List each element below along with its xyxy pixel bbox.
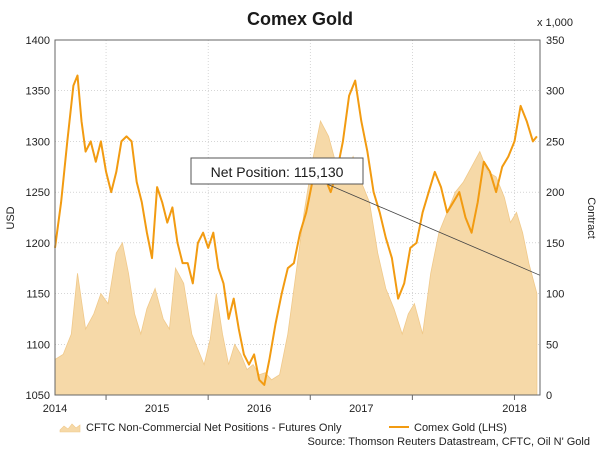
left-tick-label: 1350	[26, 86, 50, 98]
legend-label-net-positions: CFTC Non-Commercial Net Positions - Futu…	[86, 422, 342, 434]
x-tick-label: 2015	[145, 403, 169, 415]
left-axis-ticks: 1050 1100 1150 1200 1250 1300 1350 1400	[26, 35, 50, 402]
net-positions-area-layer	[54, 119, 538, 396]
plot-frame	[54, 39, 541, 396]
right-tick-label: 100	[546, 289, 564, 301]
right-tick-label: 0	[546, 390, 552, 402]
legend-label-comex-gold: Comex Gold (LHS)	[414, 422, 507, 434]
x-axis-ticks: 2014 2015 2016 2017 2018	[43, 395, 527, 415]
trendline-layer	[310, 176, 541, 276]
x-tick-label: 2017	[349, 403, 373, 415]
legend-item-net-positions: CFTC Non-Commercial Net Positions - Futu…	[59, 422, 342, 434]
right-axis-label: Contract	[585, 197, 597, 239]
legend-swatch-net-positions	[59, 423, 81, 433]
trendline	[310, 176, 541, 276]
right-axis-unit: x 1,000	[537, 17, 573, 29]
chart-title: Comex Gold	[247, 9, 353, 29]
left-tick-label: 1050	[26, 390, 50, 402]
x-tick-label: 2016	[247, 403, 271, 415]
series-area-net-positions	[54, 119, 538, 396]
series-line-comex-gold	[54, 74, 538, 386]
annotation-box: Net Position: 115,130	[190, 157, 364, 185]
right-tick-label: 350	[546, 35, 564, 47]
right-tick-label: 300	[546, 86, 564, 98]
left-tick-label: 1300	[26, 136, 50, 148]
legend-item-comex-gold: Comex Gold (LHS)	[389, 422, 507, 434]
source-note: Source: Thomson Reuters Datastream, CFTC…	[308, 436, 591, 448]
left-tick-label: 1100	[26, 339, 50, 351]
gold-line-layer	[54, 74, 538, 386]
annotation-text: Net Position: 115,130	[211, 164, 344, 180]
left-tick-label: 1150	[26, 289, 50, 301]
left-tick-label: 1250	[26, 187, 50, 199]
left-tick-label: 1200	[26, 238, 50, 250]
left-tick-label: 1400	[26, 35, 50, 47]
right-axis-ticks: 0 50 100 150 200 250 300 350	[546, 35, 564, 402]
x-tick-label: 2018	[502, 403, 526, 415]
legend: CFTC Non-Commercial Net Positions - Futu…	[59, 422, 507, 434]
right-tick-label: 150	[546, 238, 564, 250]
right-tick-label: 50	[546, 339, 558, 351]
right-tick-label: 200	[546, 187, 564, 199]
left-axis-label: USD	[5, 206, 17, 229]
right-tick-label: 250	[546, 136, 564, 148]
x-tick-label: 2014	[43, 403, 67, 415]
